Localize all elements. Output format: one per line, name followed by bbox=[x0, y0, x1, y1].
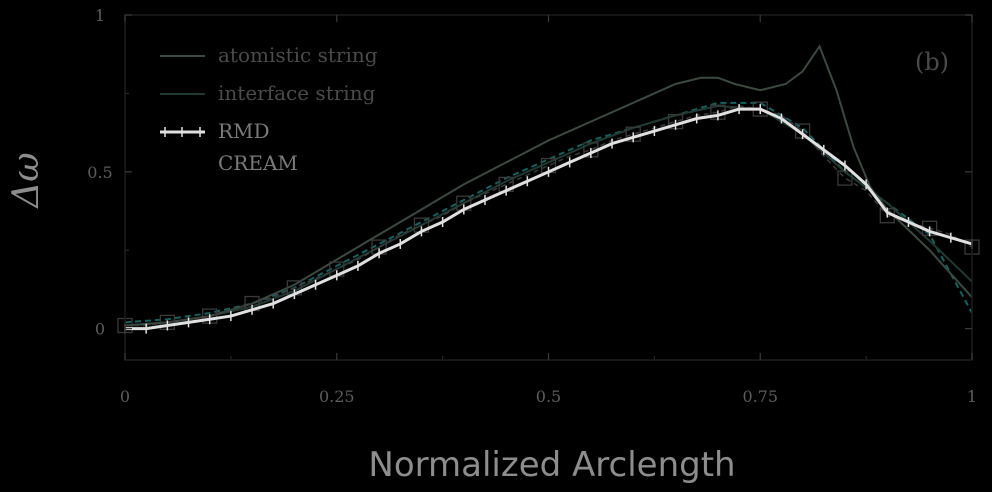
y-tick-label: 0.5 bbox=[87, 163, 112, 182]
y-tick-label: 1 bbox=[95, 6, 105, 25]
series-3-marker bbox=[837, 170, 853, 186]
legend-label: atomistic string bbox=[218, 43, 378, 67]
x-tick-label: 0.75 bbox=[742, 387, 778, 406]
panel-label: (b) bbox=[915, 48, 949, 76]
y-axis-label: Δω bbox=[6, 152, 47, 209]
legend-label: CREAM bbox=[218, 151, 298, 175]
x-axis-label: Normalized Arclength bbox=[368, 445, 735, 485]
series-3-line bbox=[125, 105, 973, 327]
series-0-line bbox=[124, 44, 973, 327]
x-tick-label: 0 bbox=[120, 387, 130, 406]
x-tick-label: 1 bbox=[967, 387, 977, 406]
series-layer bbox=[117, 44, 980, 334]
legend-label: interface string bbox=[218, 81, 376, 105]
series-1-line bbox=[124, 104, 973, 327]
axes-layer: 0 0.25 0.5 0.75 1 0 0.5 1 bbox=[87, 6, 977, 406]
legend: atomistic string interface string RMD CREAM bbox=[160, 43, 378, 175]
y-tick-label: 0 bbox=[95, 320, 105, 339]
legend-label: RMD bbox=[218, 119, 270, 143]
x-tick-label: 0.5 bbox=[536, 387, 561, 406]
x-tick-label: 0.25 bbox=[319, 387, 355, 406]
